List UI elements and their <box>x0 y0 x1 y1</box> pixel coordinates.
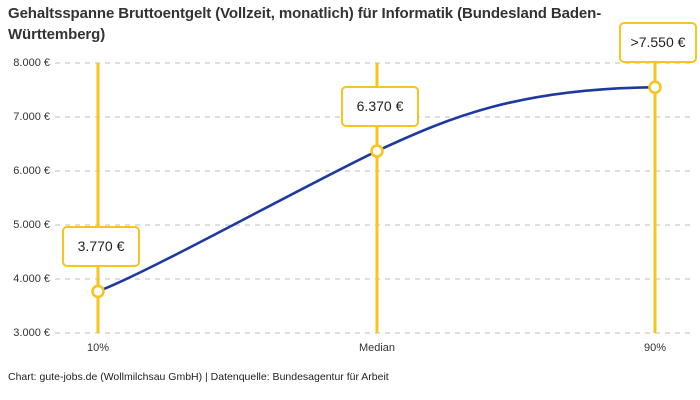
value-label-p10: 3.770 € <box>62 225 140 267</box>
x-category-label-p10: 10% <box>86 342 110 354</box>
x-category-label-p90: 90% <box>643 342 667 354</box>
y-tick-label: 4.000 € <box>13 273 50 285</box>
value-label-p90: >7.550 € <box>619 21 697 63</box>
data-point-marker[interactable] <box>91 284 105 299</box>
y-tick-label: 7.000 € <box>13 111 50 123</box>
x-category-label-median: Median <box>358 342 396 354</box>
chart-source-caption: Chart: gute-jobs.de (Wollmilchsau GmbH) … <box>8 371 389 383</box>
y-tick-label: 3.000 € <box>13 327 50 339</box>
value-label-median: 6.370 € <box>341 85 419 127</box>
y-tick-label: 5.000 € <box>13 219 50 231</box>
data-point-marker[interactable] <box>648 80 662 95</box>
y-tick-label: 6.000 € <box>13 165 50 177</box>
data-point-marker[interactable] <box>370 144 384 158</box>
chart-title: Gehaltsspanne Bruttoentgelt (Vollzeit, m… <box>8 5 602 43</box>
y-tick-label: 8.000 € <box>13 57 50 69</box>
